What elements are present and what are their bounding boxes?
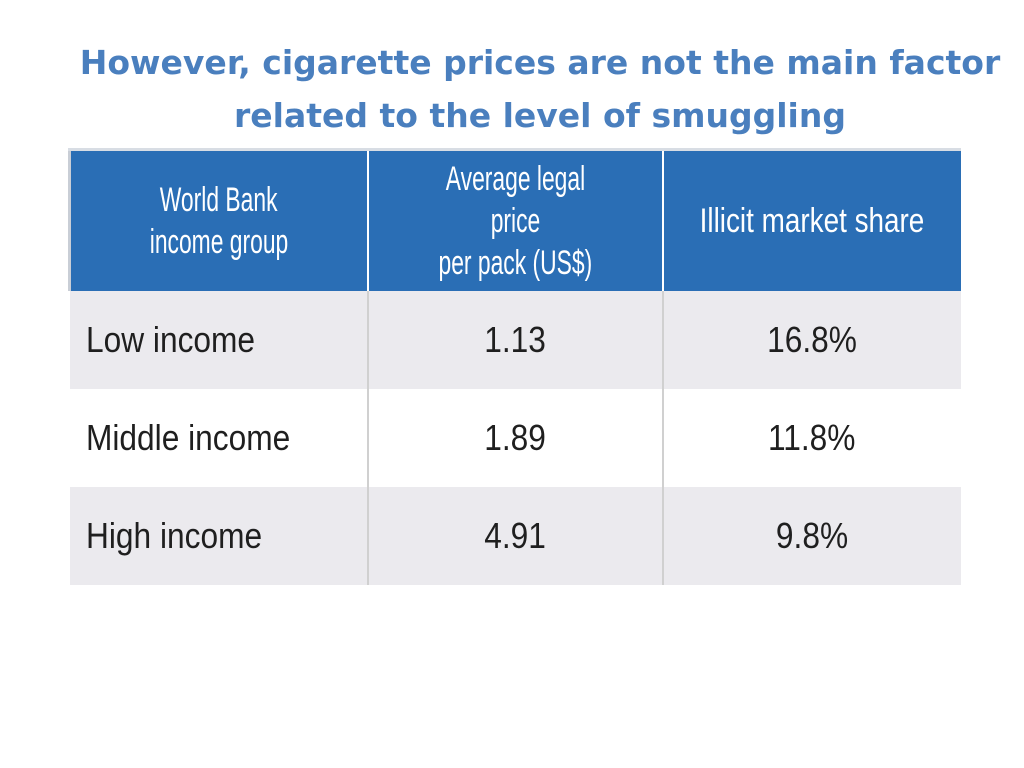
slide-title-line-1: However, cigarette prices are not the ma… xyxy=(79,43,1001,82)
cell-text: 1.89 xyxy=(484,417,546,458)
slide-title-line-2: related to the level of smuggling xyxy=(234,96,846,135)
cell-text: 16.8% xyxy=(767,319,857,360)
table-header-row: World Bank income group Average legal pri… xyxy=(68,148,961,291)
cell-text: High income xyxy=(85,515,262,556)
header-income-group: World Bank income group xyxy=(68,148,368,291)
cell-illicit-share: 9.8% xyxy=(661,487,961,585)
income-table: World Bank income group Average legal pri… xyxy=(68,148,961,585)
cell-text: Middle income xyxy=(85,417,290,458)
cell-income-group: Middle income xyxy=(69,389,368,487)
cell-text: 1.13 xyxy=(484,319,546,360)
cell-average-price: 1.89 xyxy=(366,389,663,487)
cell-income-group: Low income xyxy=(69,291,368,389)
header-income-group-line-2: income group xyxy=(149,223,289,261)
header-average-price-line-2: per pack (US$) xyxy=(438,244,592,282)
header-illicit-share-label: Illicit market share xyxy=(699,202,925,240)
cell-text: 9.8% xyxy=(775,515,849,556)
header-income-group-line-1: World Bank xyxy=(159,181,278,219)
cell-text: Low income xyxy=(85,319,255,360)
cell-text: 11.8% xyxy=(768,417,856,458)
cell-average-price: 4.91 xyxy=(366,487,663,585)
cell-average-price: 1.13 xyxy=(366,291,663,389)
header-illicit-share: Illicit market share xyxy=(661,148,961,291)
table-row: High income 4.91 9.8% xyxy=(69,487,961,585)
cell-illicit-share: 16.8% xyxy=(661,291,961,389)
cell-income-group: High income xyxy=(69,487,368,585)
cell-text: 4.91 xyxy=(484,515,546,556)
table-row: Middle income 1.89 11.8% xyxy=(69,389,961,487)
header-average-price: Average legal price per pack (US$) xyxy=(366,148,663,291)
header-average-price-line-1: Average legal price xyxy=(445,160,585,240)
table-row: Low income 1.13 16.8% xyxy=(69,291,961,389)
cell-illicit-share: 11.8% xyxy=(661,389,961,487)
slide-title: However, cigarette prices are not the ma… xyxy=(60,36,1020,142)
